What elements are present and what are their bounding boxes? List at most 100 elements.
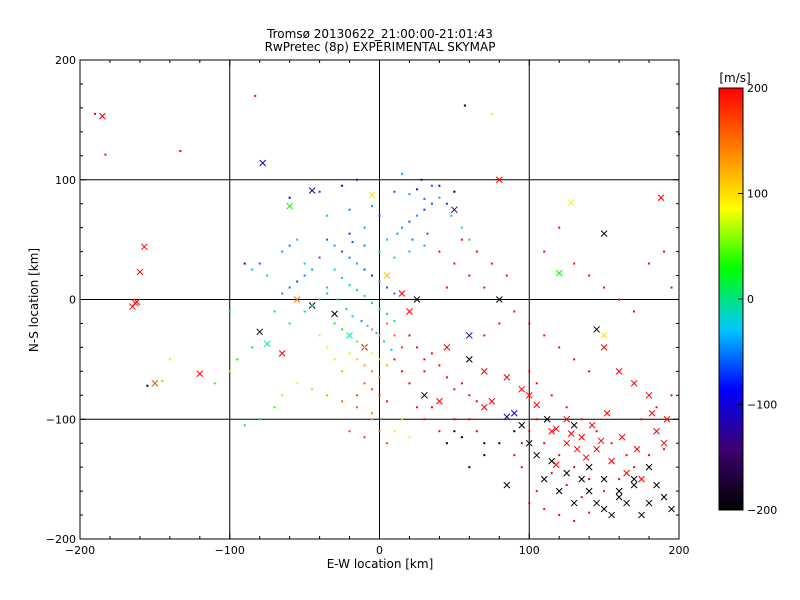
data-point-cross: [443, 344, 451, 351]
data-point-dot: [326, 394, 329, 397]
data-point-dot: [415, 406, 418, 409]
data-point-cross: [99, 112, 106, 120]
x-axis-label: E-W location [km]: [327, 557, 434, 571]
data-point-dot: [360, 320, 363, 323]
data-point-dot: [460, 238, 463, 241]
data-point-dot: [371, 352, 374, 355]
data-point-dot: [311, 268, 314, 271]
data-point-dot: [565, 406, 568, 409]
data-point-dot: [438, 196, 441, 199]
data-point-dot: [483, 334, 486, 337]
data-point-dot: [333, 322, 336, 325]
data-point-dot: [251, 268, 254, 271]
data-point-dot: [498, 322, 501, 325]
data-point-dot: [375, 332, 378, 335]
data-point-cross: [533, 451, 541, 459]
data-point-dot: [382, 340, 385, 343]
data-point-dot: [341, 276, 344, 279]
data-point-dot: [543, 508, 546, 511]
data-point-dot: [341, 328, 344, 331]
data-point-cross: [136, 268, 144, 276]
data-point-dot: [558, 226, 561, 229]
data-point-cross: [660, 439, 668, 447]
data-point-dot: [408, 334, 411, 337]
data-point-cross: [555, 269, 563, 277]
data-point-dot: [513, 454, 516, 457]
x-tick-label: 0: [376, 544, 383, 557]
data-point-cross: [653, 427, 660, 435]
data-point-dot: [520, 466, 523, 469]
data-point-dot: [543, 334, 546, 337]
data-point-dot: [273, 406, 276, 409]
data-point-cross: [570, 421, 578, 429]
colorbar-tick-label: 0: [747, 293, 754, 306]
data-point-dot: [648, 454, 651, 457]
y-tick-label: 100: [55, 174, 76, 187]
data-point-dot: [318, 298, 321, 301]
data-point-dot: [168, 358, 171, 361]
data-point-dot: [483, 286, 486, 289]
data-point-dot: [393, 292, 396, 295]
data-point-cross: [645, 391, 653, 399]
data-point-dot: [460, 436, 463, 439]
data-point-dot: [663, 250, 666, 253]
data-point-dot: [400, 226, 403, 229]
data-point-cross: [600, 332, 608, 339]
data-point-dot: [445, 376, 448, 379]
data-point-dot: [573, 262, 576, 265]
data-point-cross: [618, 433, 626, 441]
data-point-dot: [453, 430, 456, 433]
plot-area: [80, 60, 679, 539]
data-point-dot: [318, 190, 321, 193]
data-point-dot: [378, 430, 381, 433]
data-point-cross: [331, 310, 338, 318]
data-point-dot: [393, 358, 396, 361]
data-point-dot: [463, 104, 466, 107]
data-point-cross: [623, 499, 630, 507]
data-point-cross: [645, 499, 653, 507]
data-point-dot: [273, 310, 276, 313]
data-point-dot: [243, 424, 246, 427]
data-point-cross: [368, 191, 376, 199]
data-point-dot: [243, 262, 246, 265]
data-point-dot: [213, 382, 216, 385]
data-point-dot: [371, 370, 374, 373]
data-point-dot: [423, 208, 426, 211]
data-point-dot: [341, 370, 344, 373]
data-point-dot: [228, 310, 231, 313]
data-point-dot: [348, 208, 351, 211]
data-point-dot: [588, 370, 591, 373]
x-tick-label: 200: [669, 544, 690, 557]
colorbar-tick-label: −200: [747, 504, 777, 517]
data-point-dot: [411, 238, 414, 241]
y-tick-label: −200: [46, 533, 76, 546]
data-point-dot: [371, 412, 374, 415]
data-point-dot: [648, 262, 651, 265]
data-point-dot: [251, 346, 254, 349]
data-point-cross: [608, 457, 615, 465]
data-point-dot: [333, 244, 336, 247]
data-point-dot: [430, 202, 433, 205]
data-point-dot: [363, 268, 366, 271]
data-point-cross: [503, 481, 511, 489]
data-point-dot: [228, 370, 231, 373]
data-point-cross: [563, 439, 571, 447]
data-point-dot: [356, 406, 359, 409]
data-point-cross: [465, 332, 473, 339]
data-point-dot: [356, 394, 359, 397]
data-point-dot: [393, 256, 396, 259]
data-point-cross: [582, 454, 590, 461]
data-point-dot: [453, 418, 456, 421]
data-point-dot: [460, 226, 463, 229]
data-point-dot: [356, 178, 359, 181]
data-point-cross: [480, 367, 488, 375]
axes: −200 −100 0 100 200 −200 −100 0 100 200: [46, 54, 690, 557]
data-point-dot: [336, 298, 339, 301]
data-point-dot: [385, 312, 388, 315]
colorbar-label: [m/s]: [719, 71, 750, 85]
data-point-dot: [453, 262, 456, 265]
data-point-dot: [281, 292, 284, 295]
data-point-dot: [513, 430, 516, 433]
data-point-cross: [286, 202, 294, 210]
